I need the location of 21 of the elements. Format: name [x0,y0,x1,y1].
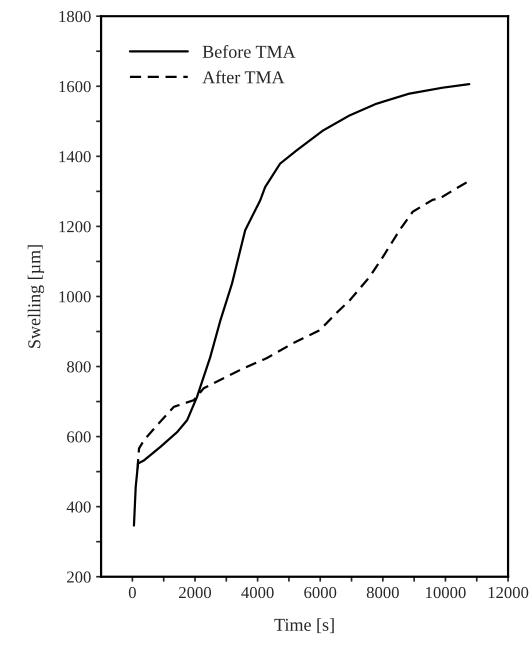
legend-label: After TMA [202,70,284,84]
x-axis-title: Time [s] [274,618,334,634]
legend-label: Before TMA [202,45,296,58]
y-axis-title: Swelling [µm] [28,245,44,348]
y-tick-label: 200 [67,571,91,583]
y-tick-label: 600 [67,431,91,443]
y-tick-label: 1400 [59,151,91,162]
x-tick-label: 8000 [366,586,399,598]
x-tick-label: 2000 [179,586,212,598]
x-tick-label: 4000 [241,586,274,598]
y-tick-label: 1000 [59,291,91,302]
x-tick-label: 12000 [488,586,528,598]
x-tick-label: 0 [128,586,136,598]
y-tick-label: 800 [66,361,91,372]
x-tick-label: 6000 [304,586,336,598]
y-tick-label: 1200 [59,221,91,232]
y-tick-label: 1600 [59,80,91,92]
x-tick-label: 10000 [426,586,466,598]
line-series [132,83,470,527]
y-tick-label: 400 [66,501,91,513]
y-tick-label: 1800 [59,10,91,22]
